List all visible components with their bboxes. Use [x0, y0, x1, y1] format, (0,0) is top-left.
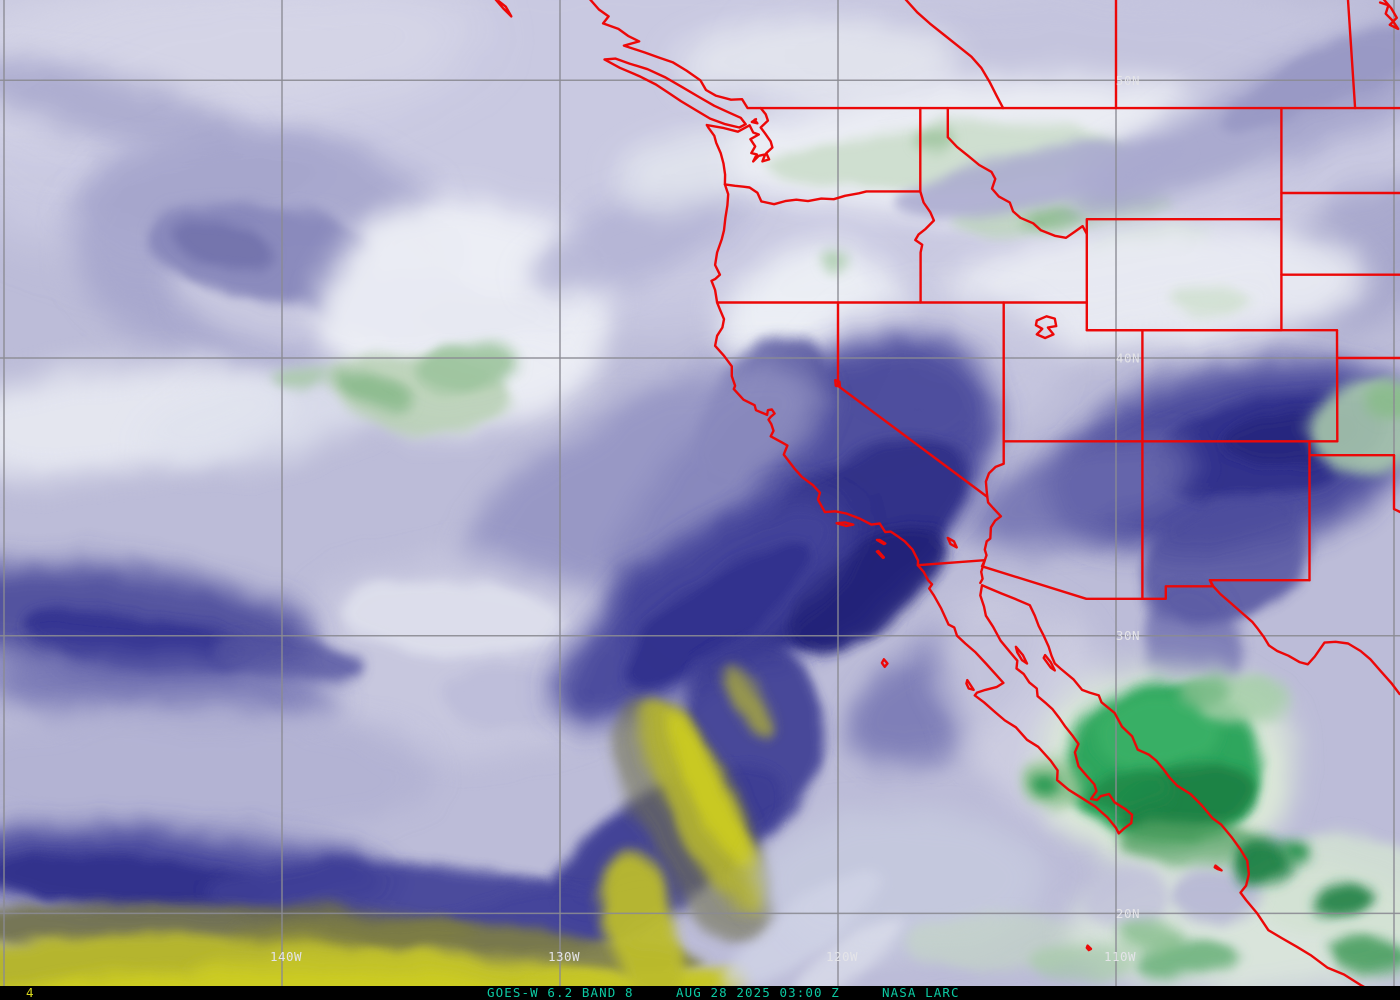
wv-blob [1184, 674, 1232, 706]
wv-blob [622, 543, 810, 685]
wv-blob [0, 707, 430, 843]
wv-blob [1283, 841, 1313, 863]
wv-blob [786, 918, 904, 1000]
wv-blob [1026, 206, 1086, 234]
border-sask-manitoba [1346, 0, 1357, 110]
wv-blob [600, 852, 684, 1000]
lon-label-120: 120W [826, 949, 858, 964]
frame-number: 4 [26, 985, 35, 1000]
lon-label-130: 130W [548, 949, 580, 964]
border-id-mt-divide [946, 106, 1088, 239]
border-great-salt-lake [1034, 315, 1058, 340]
wv-blob [786, 522, 950, 654]
wv-blob [1223, 21, 1400, 129]
wv-blob [822, 254, 850, 270]
border-channel-islands-north [835, 521, 855, 528]
border-vancouver-island [603, 57, 747, 129]
wv-blob [974, 435, 1196, 549]
wv-blob [1168, 288, 1252, 316]
border-salton-sea [946, 536, 958, 549]
wv-blob [662, 709, 752, 875]
border-or-id-snake [914, 190, 936, 304]
border-islas-marias [1213, 864, 1223, 872]
border-ca-nv-diagonal [836, 384, 989, 499]
border-santa-catalina [875, 538, 887, 546]
wv-blob [1309, 883, 1375, 921]
wv-blob [413, 344, 523, 392]
wv-blob [1326, 940, 1400, 976]
lat-label-50: 50N [1116, 73, 1140, 88]
wv-blob [1036, 773, 1066, 795]
wv-blob [1362, 387, 1400, 423]
source-label: NASA LARC [882, 985, 960, 1000]
wv-blob [464, 361, 820, 603]
wv-blob [0, 856, 273, 908]
product-label: GOES-W 6.2 BAND 8 [487, 985, 634, 1000]
wv-blob [332, 373, 412, 407]
lat-label-30: 30N [1116, 628, 1140, 643]
lat-label-40: 40N [1116, 351, 1140, 366]
wv-blob [272, 369, 328, 391]
timestamp-label: AUG 28 2025 03:00 Z [676, 985, 840, 1000]
wv-blob [1116, 923, 1188, 953]
border-san-juan-islands [750, 118, 759, 125]
border-bc-alberta-divide [904, 0, 1005, 110]
wv-blob [340, 577, 564, 659]
wv-blob [1083, 873, 1167, 933]
wv-blob [916, 130, 960, 150]
wv-blob [680, 20, 960, 104]
wv-blob [937, 224, 1367, 352]
lon-label-110: 110W [1104, 949, 1136, 964]
wv-blob [1094, 770, 1170, 814]
border-isla-angel-guarda [1014, 645, 1029, 665]
border-pacific-coast-main [705, 106, 1390, 1000]
border-san-clemente [875, 549, 886, 560]
wv-blob [141, 375, 379, 465]
border-colorado-river-ca-az [979, 495, 1003, 585]
lat-label-20: 20N [1116, 906, 1140, 921]
wv-blob [1094, 690, 1222, 770]
wv-blob [723, 667, 775, 741]
border-isla-tiburon [1042, 653, 1056, 672]
coastlines-and-borders [494, 0, 1400, 1000]
wv-blob [1027, 944, 1137, 980]
border-tx-100w-redriver [1392, 454, 1400, 514]
wv-blob [1233, 840, 1293, 886]
border-manitoba-lakes [1378, 0, 1400, 31]
border-isla-socorro [1085, 944, 1093, 952]
border-lake-tahoe [834, 379, 842, 388]
border-wa-or-columbia [723, 183, 922, 206]
wv-blob [0, 55, 255, 161]
wv-blob [893, 137, 1187, 219]
status-bar-background [0, 986, 1400, 1000]
lon-label-140: 140W [270, 949, 302, 964]
border-isla-cedros [965, 678, 975, 692]
border-haida-gwaii [494, 0, 513, 18]
border-nv-az-river [984, 440, 1005, 499]
border-isla-guadalupe [880, 658, 889, 668]
border-bc-coast [589, 0, 762, 110]
wv-blob [0, 653, 335, 727]
status-bar: 4 GOES-W 6.2 BAND 8 AUG 28 2025 03:00 Z … [0, 985, 1400, 1000]
wv-blob [174, 215, 274, 271]
border-rio-grande [1208, 579, 1400, 696]
wv-blob [1167, 867, 1263, 919]
graticule-labels: 50N 40N 30N 20N 140W 130W 120W 110W [270, 73, 1140, 964]
